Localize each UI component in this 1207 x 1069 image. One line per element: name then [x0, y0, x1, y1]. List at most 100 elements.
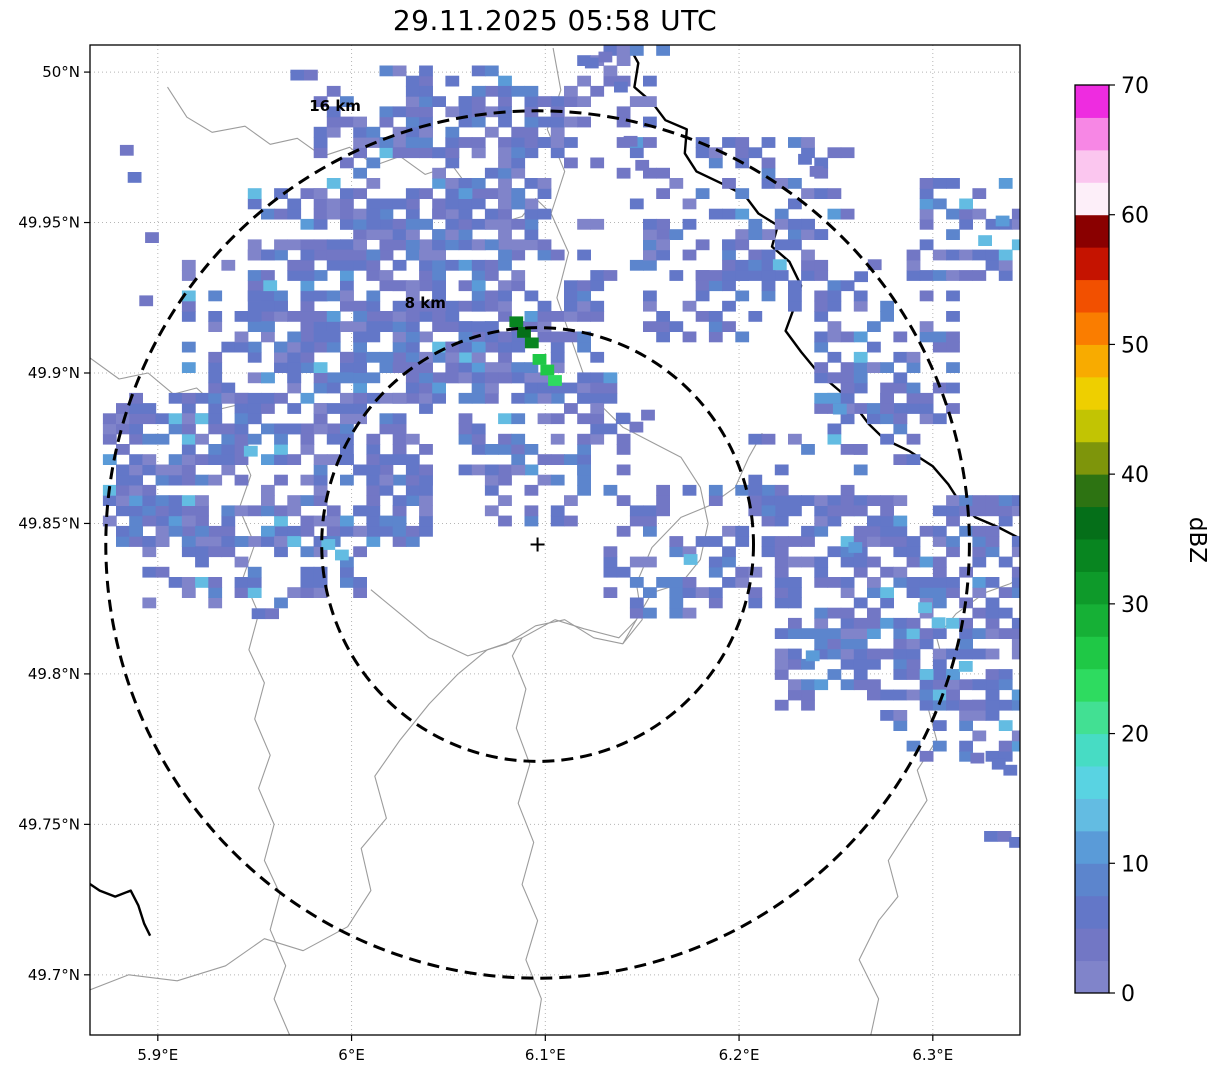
- radar-cell: [827, 290, 842, 302]
- radar-cell: [959, 740, 973, 752]
- radar-cell: [985, 699, 1000, 711]
- radar-cell: [972, 648, 987, 660]
- radar-cell: [340, 351, 354, 363]
- radar-cell: [577, 464, 591, 476]
- radar-cell: [300, 331, 315, 343]
- radar-cell: [181, 341, 196, 353]
- radar-cell: [932, 556, 947, 568]
- radar-cell: [340, 474, 354, 486]
- radar-cell: [788, 137, 802, 148]
- radar-cell: [353, 413, 367, 425]
- radar-cell: [774, 218, 789, 230]
- radar-cell: [326, 454, 341, 465]
- radar-cell: [919, 689, 934, 701]
- radar-cell: [616, 45, 631, 56]
- radar-cell: [405, 311, 420, 322]
- radar-cell: [682, 607, 697, 619]
- radar-cell: [537, 116, 552, 128]
- range-ring: [320, 326, 755, 763]
- radar-cell: [458, 413, 473, 425]
- radar-cell: [313, 403, 328, 414]
- radar-cell: [300, 566, 315, 578]
- radar-cell: [959, 679, 973, 691]
- radar-cell: [353, 147, 367, 159]
- radar-cell: [932, 178, 947, 189]
- radar-cell: [445, 126, 460, 138]
- radar-cell: [550, 433, 565, 445]
- radar-cell: [287, 198, 302, 210]
- radar-cell: [524, 116, 539, 128]
- radar-cell: [353, 525, 367, 537]
- radar-cell: [366, 351, 381, 363]
- radar-cell: [234, 444, 249, 455]
- radar-cell: [366, 495, 381, 506]
- radar-cell: [340, 290, 354, 302]
- radar-cell: [353, 218, 367, 230]
- radar-cell: [326, 341, 341, 353]
- radar-cell: [471, 341, 486, 353]
- radar-cell: [145, 232, 159, 243]
- radar-cell: [379, 106, 394, 118]
- radar-cell: [234, 556, 249, 568]
- radar-cell: [340, 300, 354, 312]
- radar-cell: [432, 96, 446, 107]
- radar-cell: [669, 270, 684, 281]
- colorbar-tick-label: 20: [1121, 723, 1149, 748]
- radar-cell: [893, 351, 908, 363]
- radar-cell: [932, 597, 947, 609]
- radar-cell: [880, 587, 894, 598]
- radar-cell: [853, 536, 868, 547]
- radar-cell: [524, 515, 539, 527]
- radar-cell: [142, 413, 157, 425]
- radar-cell: [168, 392, 183, 404]
- radar-cell: [287, 362, 302, 373]
- radar-cell: [432, 249, 446, 261]
- radar-cell: [577, 96, 591, 107]
- radar-cell: [129, 505, 143, 517]
- radar-cell: [221, 382, 236, 394]
- radar-cell: [708, 484, 723, 496]
- radar-cell: [326, 505, 341, 517]
- radar-cell: [405, 147, 420, 159]
- radar-cell: [656, 311, 670, 322]
- radar-cell: [959, 218, 973, 230]
- radar-cell: [577, 75, 591, 87]
- radar-cell: [814, 638, 829, 650]
- radar-cell: [708, 147, 723, 159]
- radar-cell: [985, 259, 1000, 271]
- radar-cell: [405, 249, 420, 261]
- radar-cell: [419, 505, 433, 517]
- radar-cell: [932, 628, 947, 639]
- radar-cell: [801, 689, 815, 701]
- radar-cell: [471, 259, 486, 271]
- radar-cell: [366, 444, 381, 455]
- colorbar-tick-label: 30: [1121, 593, 1149, 618]
- radar-cell: [748, 259, 763, 271]
- radar-cell: [484, 341, 499, 353]
- radar-cell: [788, 198, 802, 210]
- radar-cell: [798, 153, 812, 165]
- radar-cell: [788, 617, 802, 629]
- radar-cell: [274, 515, 288, 527]
- radar-cell: [998, 750, 1013, 762]
- radar-cell: [919, 525, 934, 537]
- radar-cell: [959, 198, 973, 210]
- radar-cell: [353, 362, 367, 373]
- radar-cell: [458, 423, 473, 435]
- radar-cell: [221, 464, 236, 476]
- radar-cell: [840, 280, 855, 292]
- radar-cell: [853, 444, 868, 455]
- radar-cell: [656, 577, 670, 588]
- radar-cell: [893, 577, 908, 588]
- radar-cell: [181, 300, 196, 312]
- radar-echoes: [102, 45, 1020, 848]
- radar-cell: [419, 85, 433, 97]
- radar-cell: [405, 198, 420, 210]
- radar-cell: [867, 321, 881, 332]
- radar-cell: [840, 505, 855, 517]
- radar-cell: [970, 752, 985, 764]
- radar-cell: [867, 495, 881, 506]
- radar-cell: [168, 423, 183, 435]
- radar-cell: [537, 413, 552, 425]
- radar-cell: [946, 617, 960, 629]
